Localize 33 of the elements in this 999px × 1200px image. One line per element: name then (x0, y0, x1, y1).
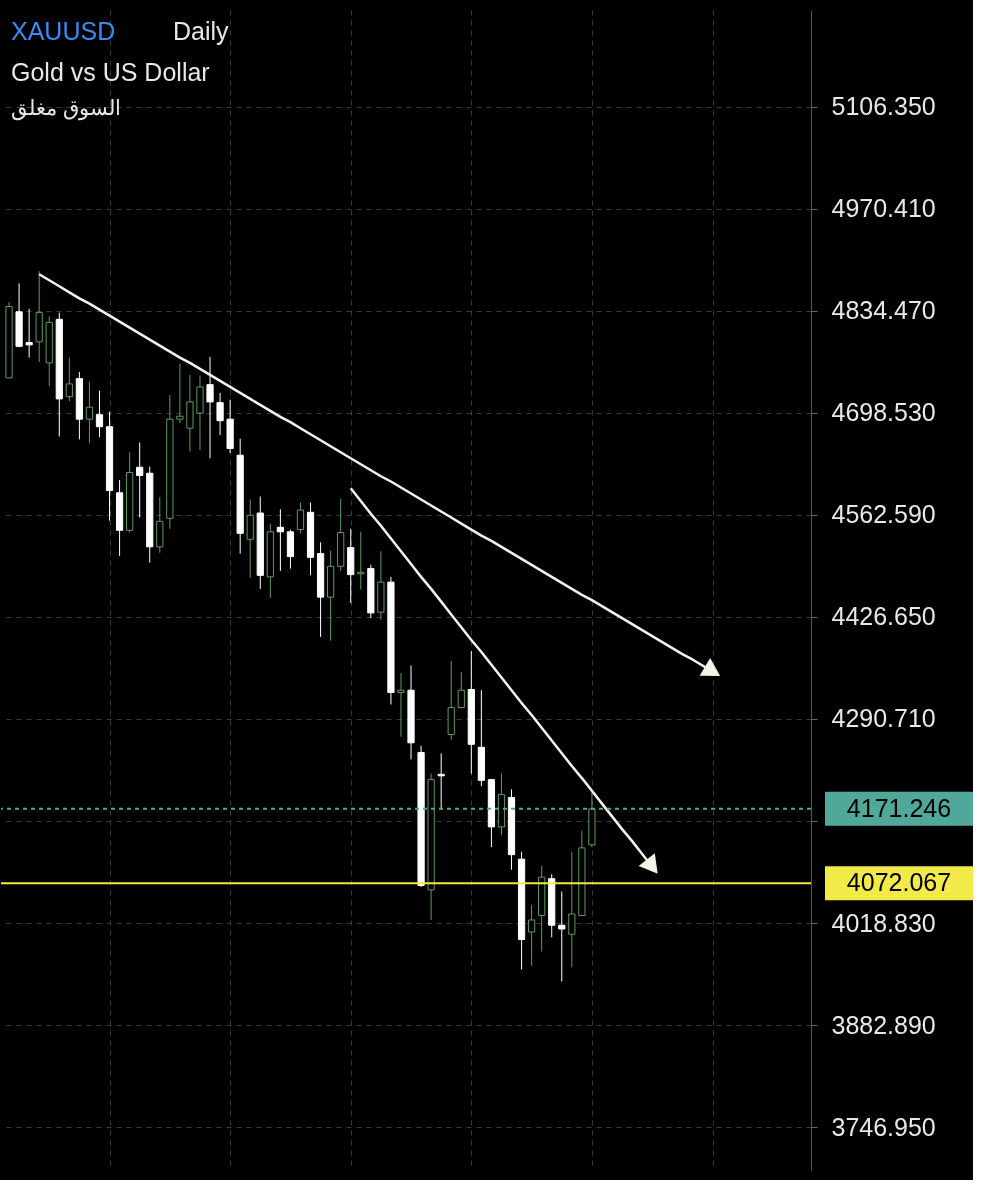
candlestick (85, 381, 94, 444)
candlestick (25, 308, 33, 359)
chart-title: XAUUSD (11, 17, 116, 45)
y-tick-label: 4018.830 (831, 908, 936, 937)
candlestick (357, 531, 365, 591)
candlestick (296, 502, 305, 534)
candlestick (528, 904, 536, 967)
candlestick (397, 672, 405, 738)
ref-line-label: 4171.246 (846, 793, 952, 822)
y-tick-label: 3746.950 (831, 1112, 936, 1141)
annotation: السوق مغلق (11, 96, 121, 121)
y-tick-label: 5106.350 (831, 92, 936, 121)
y-tick-label: 3882.890 (831, 1010, 936, 1039)
y-tick-label: 4834.470 (831, 296, 936, 325)
candlestick (457, 671, 465, 709)
annotation: Daily (173, 17, 230, 45)
candlestick (95, 390, 104, 438)
candlestick (558, 890, 566, 983)
candlestick (65, 357, 73, 402)
candlestick (136, 441, 144, 519)
candlestick (568, 851, 576, 968)
y-tick-label: 4290.710 (831, 704, 936, 733)
candlestick (206, 356, 214, 459)
y-tick-label: 4426.650 (831, 602, 936, 631)
candlestick (216, 392, 224, 436)
ref-line-label: 4072.067 (846, 868, 952, 897)
candlestick (176, 363, 184, 424)
candlestick (437, 752, 445, 811)
candlestick (276, 508, 284, 572)
y-tick-label: 4970.410 (831, 194, 936, 223)
annotation: Gold vs US Dollar (11, 58, 210, 86)
y-tick-label: 4562.590 (831, 500, 936, 529)
y-tick-label: 4698.530 (831, 398, 936, 427)
